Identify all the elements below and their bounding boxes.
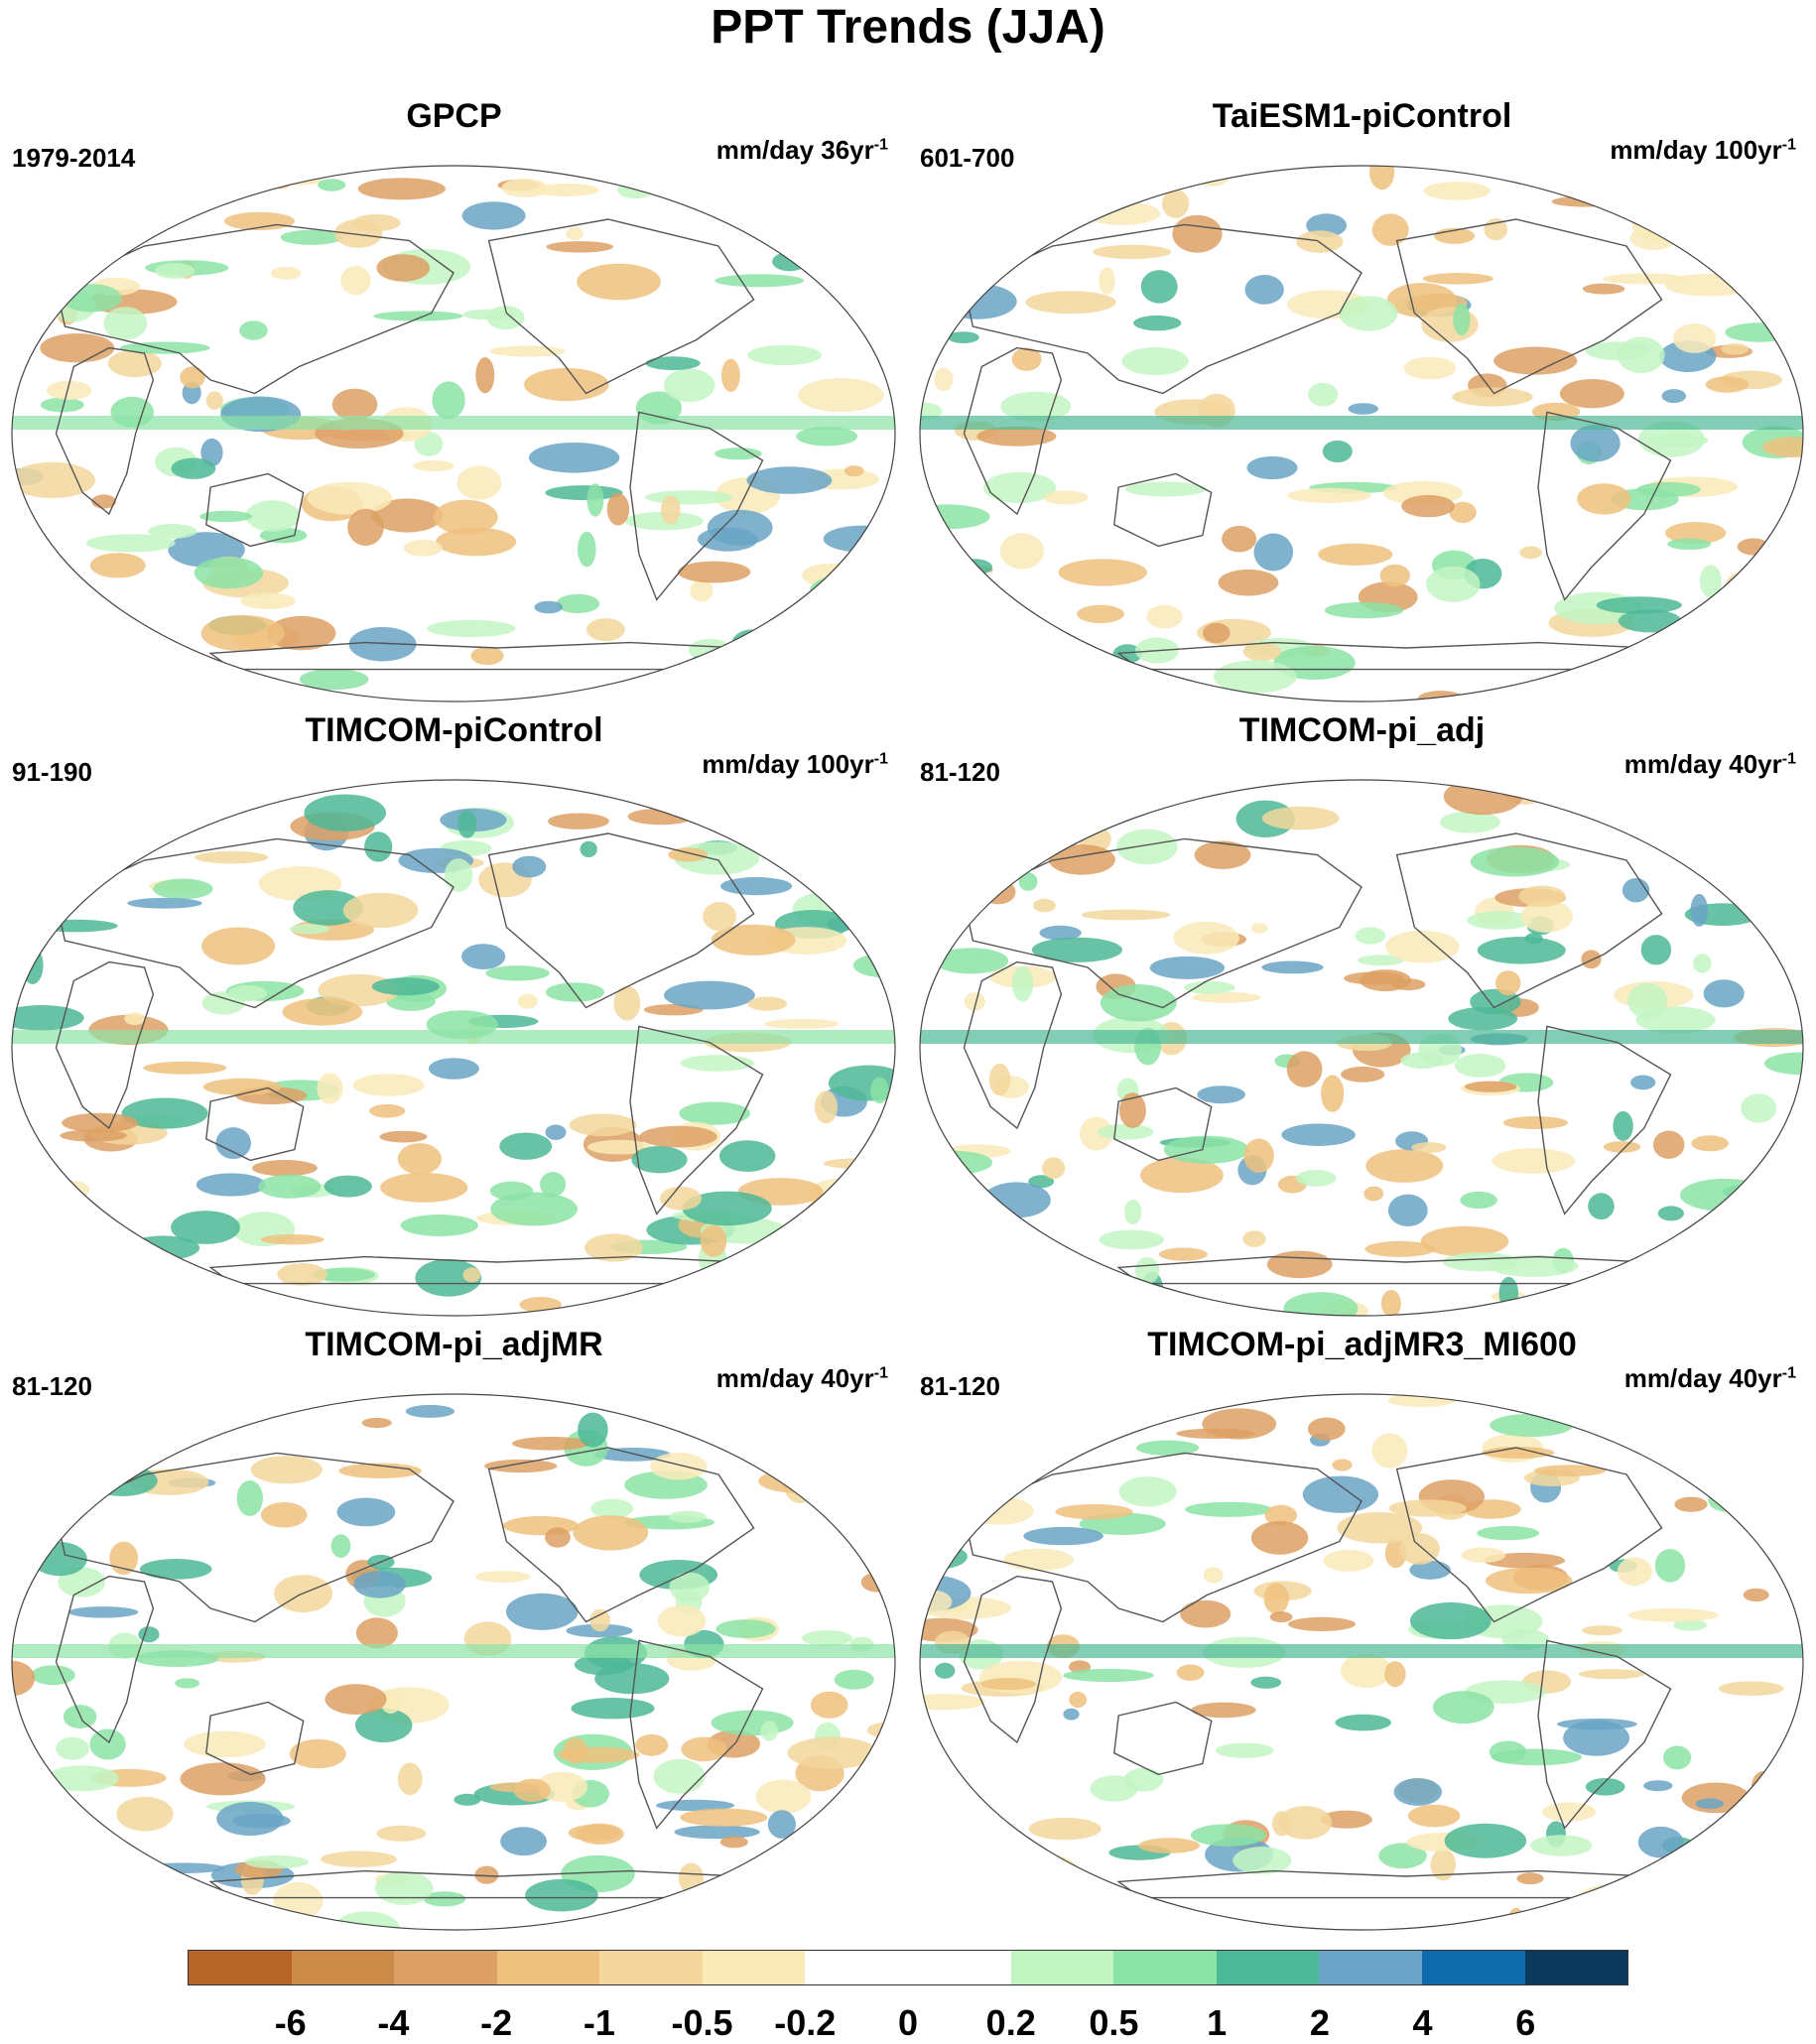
colorbar-segment [394, 1951, 497, 1984]
colorbar-label: 2 [1310, 2002, 1330, 2044]
map-panel [908, 1389, 1816, 1935]
map-panel [908, 775, 1816, 1321]
units-exponent: -1 [874, 136, 888, 153]
units-exponent: -1 [1782, 1364, 1796, 1381]
colorbar-label: 6 [1515, 2002, 1535, 2044]
colorbar-segment [1217, 1951, 1320, 1984]
colorbar-segment [1011, 1951, 1114, 1984]
panel-title: TIMCOM-pi_adjMR3_MI600 [908, 1326, 1816, 1364]
colorbar-label: -6 [275, 2002, 307, 2044]
colorbar-label: -0.5 [672, 2002, 733, 2044]
map-panel [908, 161, 1816, 706]
panel-title: TIMCOM-pi_adjMR [0, 1326, 908, 1364]
colorbar-segment [1525, 1951, 1628, 1984]
figure-title: PPT Trends (JJA) [0, 0, 1816, 55]
colorbar-label: 0.5 [1089, 2002, 1138, 2044]
map-panel [0, 1389, 908, 1935]
colorbar-label: 4 [1413, 2002, 1433, 2044]
colorbar-segment [292, 1951, 395, 1984]
colorbar-label: 0.2 [986, 2002, 1036, 2044]
colorbar-label: -0.2 [774, 2002, 836, 2044]
panel-title: TIMCOM-pi_adj [908, 711, 1816, 750]
colorbar-label: 1 [1207, 2002, 1227, 2044]
colorbar-segment [1113, 1951, 1217, 1984]
panel-title: TaiESM1-piControl [908, 97, 1816, 136]
colorbar-segment [908, 1951, 1011, 1984]
colorbar-segment [1319, 1951, 1422, 1984]
colorbar-label: -4 [377, 2002, 409, 2044]
map-panel [0, 161, 908, 706]
colorbar-segment [703, 1951, 806, 1984]
panel-title: TIMCOM-piControl [0, 711, 908, 750]
units-exponent: -1 [1782, 136, 1796, 153]
units-exponent: -1 [874, 750, 888, 767]
colorbar-label: -1 [584, 2002, 615, 2044]
colorbar-segment [1422, 1951, 1525, 1984]
colorbar-segment [599, 1951, 703, 1984]
colorbar-segment [497, 1951, 600, 1984]
colorbar [188, 1950, 1628, 1985]
colorbar-segment [805, 1951, 908, 1984]
units-exponent: -1 [1782, 750, 1796, 767]
colorbar-label: -2 [480, 2002, 512, 2044]
units-exponent: -1 [874, 1364, 888, 1381]
colorbar-segment [189, 1951, 292, 1984]
colorbar-label: 0 [898, 2002, 918, 2044]
panel-title: GPCP [0, 97, 908, 136]
map-panel [0, 775, 908, 1321]
